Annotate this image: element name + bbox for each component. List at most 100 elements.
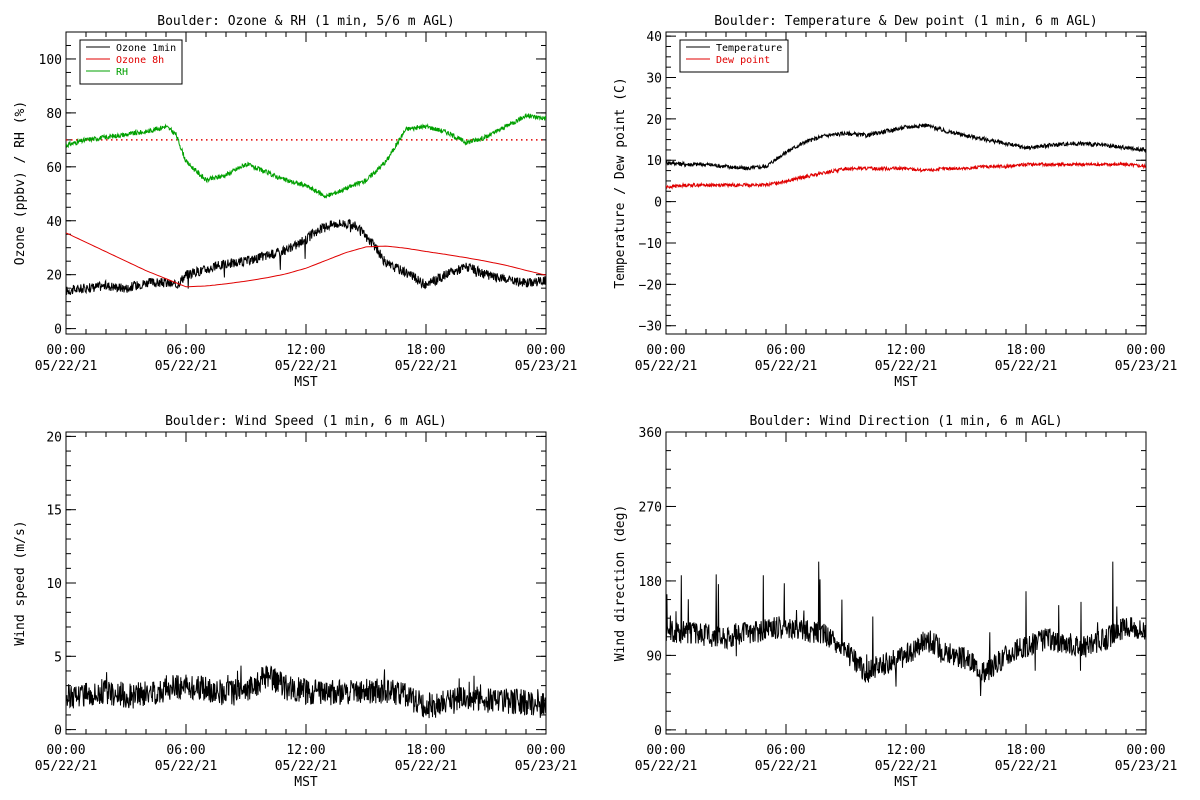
series-line-rh	[66, 113, 546, 199]
y-tick-label: 20	[46, 430, 62, 445]
y-tick-label: 180	[639, 575, 662, 590]
x-tick-time: 12:00	[886, 343, 925, 358]
x-tick-time: 18:00	[406, 343, 445, 358]
series-line-data	[66, 665, 546, 719]
y-tick-label: 360	[639, 426, 662, 441]
chart-panel-2: Boulder: Temperature & Dew point (1 min,…	[613, 14, 1177, 390]
y-tick-label: 10	[46, 577, 62, 592]
plot-area	[666, 123, 1146, 190]
series-line-dew-point	[666, 161, 1146, 190]
y-tick-label: −30	[639, 320, 662, 335]
legend-box	[679, 39, 789, 73]
y-tick-label: 20	[646, 113, 662, 128]
x-tick-time: 12:00	[286, 343, 325, 358]
x-tick-date: 05/22/21	[155, 359, 218, 374]
x-tick-date: 05/22/21	[275, 359, 338, 374]
y-tick-label: 40	[646, 30, 662, 45]
chart-title: Boulder: Wind Direction (1 min, 6 m AGL)	[749, 414, 1062, 429]
x-tick-time: 00:00	[526, 343, 565, 358]
x-tick-time: 00:00	[1126, 343, 1165, 358]
x-tick-time: 00:00	[46, 343, 85, 358]
y-axis-label: Wind direction (deg)	[613, 505, 628, 662]
x-tick-time: 00:00	[1126, 743, 1165, 758]
x-tick-date: 05/23/21	[515, 359, 578, 374]
y-tick-label: 30	[646, 72, 662, 87]
plot-frame	[665, 31, 1147, 335]
x-tick-date: 05/22/21	[395, 359, 458, 374]
y-tick-label: 10	[646, 154, 662, 169]
y-tick-label: 270	[639, 500, 662, 515]
x-tick-date: 05/22/21	[395, 759, 458, 774]
series-line-ozone-1min	[66, 218, 546, 296]
x-tick-date: 05/23/21	[1115, 359, 1178, 374]
x-tick-time: 18:00	[1006, 743, 1045, 758]
legend-label: Ozone 1min	[116, 43, 176, 54]
y-tick-label: 0	[654, 196, 662, 211]
y-axis-label: Ozone (ppbv) / RH (%)	[13, 101, 28, 265]
x-tick-time: 00:00	[646, 343, 685, 358]
y-tick-label: 0	[54, 724, 62, 739]
x-axis-label: MST	[294, 375, 318, 390]
y-tick-label: −20	[639, 278, 662, 293]
series-line-temperature	[666, 123, 1146, 171]
x-tick-date: 05/22/21	[155, 759, 218, 774]
x-tick-date: 05/22/21	[635, 759, 698, 774]
x-tick-date: 05/22/21	[755, 359, 818, 374]
x-tick-date: 05/23/21	[1115, 759, 1178, 774]
x-tick-time: 06:00	[766, 343, 805, 358]
y-tick-label: −10	[639, 237, 662, 252]
y-tick-label: 60	[46, 161, 62, 176]
y-tick-label: 5	[54, 650, 62, 665]
x-tick-time: 00:00	[646, 743, 685, 758]
x-tick-date: 05/22/21	[995, 359, 1058, 374]
x-tick-date: 05/22/21	[875, 359, 938, 374]
series-line-ozone-8h	[66, 232, 546, 288]
plot-area	[66, 665, 546, 719]
x-tick-time: 12:00	[886, 743, 925, 758]
x-tick-time: 18:00	[406, 743, 445, 758]
chart-title: Boulder: Temperature & Dew point (1 min,…	[714, 14, 1098, 29]
series-line-data	[666, 561, 1146, 697]
x-axis-label: MST	[294, 775, 318, 790]
y-tick-label: 20	[46, 269, 62, 284]
x-tick-time: 12:00	[286, 743, 325, 758]
x-tick-time: 00:00	[526, 743, 565, 758]
x-tick-date: 05/22/21	[875, 759, 938, 774]
x-tick-date: 05/22/21	[635, 359, 698, 374]
x-tick-time: 06:00	[166, 743, 205, 758]
plot-area	[666, 561, 1146, 697]
x-tick-time: 06:00	[766, 743, 805, 758]
chart-panel-1: Boulder: Ozone & RH (1 min, 5/6 m AGL) 0 2…	[13, 14, 577, 390]
y-tick-label: 0	[654, 724, 662, 739]
x-tick-time: 00:00	[46, 743, 85, 758]
y-axis-label: Temperature / Dew point (C)	[613, 77, 628, 288]
chart-panel-3: Boulder: Wind Speed (1 min, 6 m AGL) 0 5 10…	[13, 414, 577, 790]
x-tick-date: 05/22/21	[995, 759, 1058, 774]
y-tick-label: 80	[46, 107, 62, 122]
x-tick-time: 18:00	[1006, 343, 1045, 358]
chart-title: Boulder: Wind Speed (1 min, 6 m AGL)	[165, 414, 447, 429]
plot-area	[66, 113, 546, 296]
x-tick-date: 05/22/21	[35, 759, 98, 774]
legend-label: Temperature	[716, 43, 782, 54]
y-tick-label: 40	[46, 215, 62, 230]
y-tick-label: 100	[39, 53, 62, 68]
y-tick-label: 0	[54, 323, 62, 338]
y-tick-label: 15	[46, 504, 62, 519]
y-tick-label: 90	[646, 649, 662, 664]
x-tick-date: 05/22/21	[275, 759, 338, 774]
x-tick-date: 05/22/21	[35, 359, 98, 374]
x-tick-date: 05/22/21	[755, 759, 818, 774]
x-axis-label: MST	[894, 775, 918, 790]
x-axis-label: MST	[894, 375, 918, 390]
legend-label: Ozone 8h	[116, 55, 164, 66]
legend-label: Dew point	[716, 55, 770, 66]
y-axis-label: Wind speed (m/s)	[13, 520, 28, 645]
plot-frame	[665, 431, 1147, 735]
legend-label: RH	[116, 67, 128, 78]
x-tick-date: 05/23/21	[515, 759, 578, 774]
chart-title: Boulder: Ozone & RH (1 min, 5/6 m AGL)	[157, 14, 454, 29]
x-tick-time: 06:00	[166, 343, 205, 358]
chart-panel-4: Boulder: Wind Direction (1 min, 6 m AGL)…	[613, 414, 1177, 790]
